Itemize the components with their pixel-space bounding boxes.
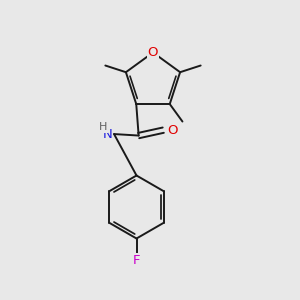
Text: O: O: [167, 124, 177, 137]
Text: F: F: [133, 254, 140, 267]
Text: H: H: [98, 122, 107, 133]
Text: O: O: [148, 46, 158, 59]
Text: N: N: [103, 128, 112, 141]
